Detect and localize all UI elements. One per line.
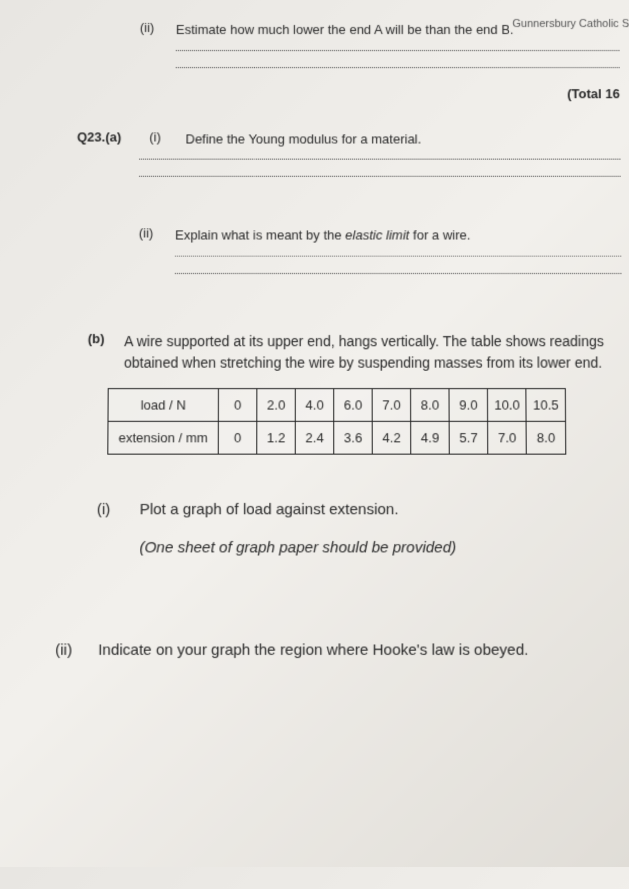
cell: 1.2 (257, 421, 296, 454)
q23-b-i: (i) Plot a graph of load against extensi… (96, 495, 623, 561)
text-pre: Explain what is meant by the (175, 227, 345, 242)
answer-line (175, 272, 622, 273)
cell: 5.7 (449, 421, 488, 454)
cell: 4.0 (295, 388, 333, 421)
cell: 0 (218, 421, 257, 454)
data-table: load / N 0 2.0 4.0 6.0 7.0 8.0 9.0 10.0 … (107, 388, 566, 455)
table-row-load: load / N 0 2.0 4.0 6.0 7.0 8.0 9.0 10.0 … (108, 388, 565, 421)
cell: 7.0 (488, 421, 527, 454)
cell: 0 (218, 388, 257, 421)
cell: 2.4 (295, 421, 334, 454)
bi-line2: (One sheet of graph paper should be prov… (139, 533, 616, 561)
answer-line (175, 255, 621, 256)
table-row-extension: extension / mm 0 1.2 2.4 3.6 4.2 4.9 5.7… (108, 421, 566, 454)
text-post: for a wire. (409, 227, 470, 242)
marker-ii: (ii) (55, 636, 94, 664)
cell: 6.0 (334, 388, 372, 421)
cell: 10.5 (526, 388, 565, 421)
answer-line (176, 50, 620, 51)
q23-a-i: Q23.(a) (i) Define the Young modulus for… (77, 129, 621, 177)
answer-line (139, 159, 620, 160)
q23-b: (b) A wire supported at its upper end, h… (88, 330, 623, 373)
question-text: Explain what is meant by the elastic lim… (175, 225, 621, 245)
cell: 7.0 (372, 388, 411, 421)
marker-i: (i) (149, 129, 175, 144)
q23-a-ii: (ii) Explain what is meant by the elasti… (139, 225, 622, 273)
bi-line1: Plot a graph of load against extension. (140, 495, 616, 523)
total-marks: (Total 16 (29, 86, 620, 101)
cell: 3.6 (334, 421, 373, 454)
q23-b-ii: (ii) Indicate on your graph the region w… (55, 636, 625, 664)
cell: 4.2 (372, 421, 411, 454)
bii-text: Indicate on your graph the region where … (98, 636, 617, 664)
marker-ii: (ii) (140, 20, 166, 35)
marker-b: (b) (88, 330, 114, 345)
cell: 9.0 (449, 388, 488, 421)
question-text: A wire supported at its upper end, hangs… (124, 330, 622, 373)
answer-line (139, 176, 620, 177)
italic-term: elastic limit (345, 227, 409, 242)
cell: 4.9 (411, 421, 450, 454)
cell: 8.0 (527, 421, 566, 454)
school-header: Gunnersbury Catholic S (512, 18, 629, 30)
marker-i: (i) (97, 495, 136, 523)
row-label: extension / mm (108, 421, 219, 454)
row-label: load / N (108, 388, 219, 421)
marker-ii: (ii) (139, 225, 165, 240)
cell: 2.0 (257, 388, 295, 421)
answer-line (176, 67, 620, 68)
question-text: Define the Young modulus for a material. (185, 129, 620, 149)
cell: 8.0 (411, 388, 450, 421)
q23-label: Q23.(a) (77, 129, 139, 144)
cell: 10.0 (488, 388, 527, 421)
